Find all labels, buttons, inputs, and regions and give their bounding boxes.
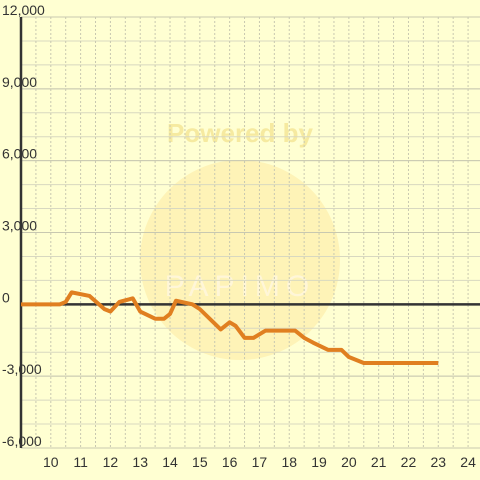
y-tick-label: 0 xyxy=(2,289,10,305)
y-tick-label: 12,000 xyxy=(2,2,45,18)
x-tick-label: 19 xyxy=(311,454,327,470)
x-tick-label: 15 xyxy=(192,454,208,470)
x-tick-label: 22 xyxy=(401,454,417,470)
data-line xyxy=(21,290,439,365)
x-tick-label: 10 xyxy=(43,454,59,470)
x-tick-label: 14 xyxy=(162,454,178,470)
watermark-text: PAPIMO xyxy=(165,270,315,303)
x-tick-label: 13 xyxy=(132,454,148,470)
x-tick-label: 11 xyxy=(73,454,88,470)
x-tick-label: 16 xyxy=(222,454,238,470)
watermark-circle xyxy=(140,160,340,360)
x-tick-label: 24 xyxy=(460,454,476,470)
x-tick-label: 12 xyxy=(103,454,119,470)
x-tick-label: 20 xyxy=(341,454,357,470)
x-tick-label: 17 xyxy=(252,454,268,470)
x-tick-label: 23 xyxy=(430,454,446,470)
x-tick-label: 21 xyxy=(371,454,387,470)
y-tick-label: 9,000 xyxy=(2,74,37,90)
x-tick-label: 18 xyxy=(281,454,297,470)
watermark-text: Powered by xyxy=(167,118,313,148)
y-tick-label: 3,000 xyxy=(2,218,37,234)
y-tick-label: 6,000 xyxy=(2,146,37,162)
